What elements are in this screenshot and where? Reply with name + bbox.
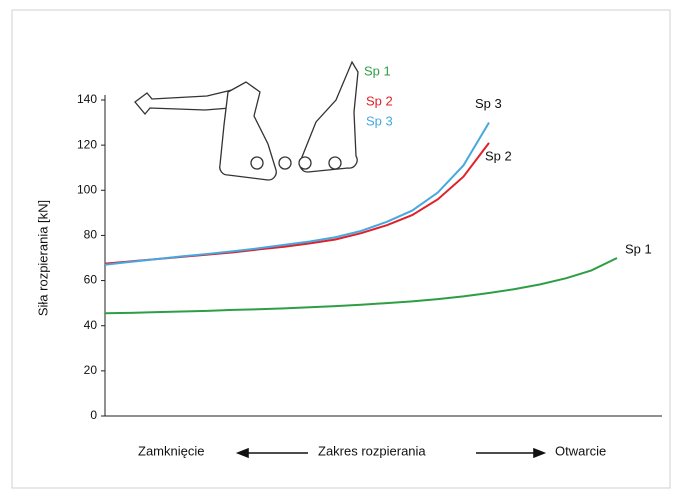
y-tick-label: 40	[84, 318, 98, 332]
y-tick-label: 140	[77, 92, 97, 106]
x-arrows	[235, 447, 547, 459]
y-tick-label: 100	[77, 182, 97, 196]
y-tick-label: 20	[84, 363, 98, 377]
line-series	[104, 257, 618, 315]
series-label: Sp 1	[625, 241, 652, 256]
x-label-right: Otwarcie	[555, 443, 606, 458]
y-tick-label: 60	[84, 273, 98, 287]
series-label: Sp 2	[485, 148, 512, 163]
series-label: Sp 3	[475, 96, 502, 111]
inset-label: Sp 1	[364, 63, 391, 78]
line-series	[104, 122, 490, 266]
y-tick-label: 0	[90, 408, 97, 422]
inset-label: Sp 2	[366, 93, 393, 108]
y-axis-label: Siła rozpierania [kN]	[35, 200, 50, 316]
y-tick-label: 80	[84, 228, 98, 242]
frame	[11, 9, 671, 489]
x-label-center: Zakres rozpierania	[318, 443, 426, 458]
x-label-left: Zamknięcie	[138, 443, 204, 458]
line-series	[104, 142, 490, 265]
tool-illustration	[134, 60, 359, 181]
inset-label: Sp 3	[366, 113, 393, 128]
y-tick-label: 120	[77, 137, 97, 151]
